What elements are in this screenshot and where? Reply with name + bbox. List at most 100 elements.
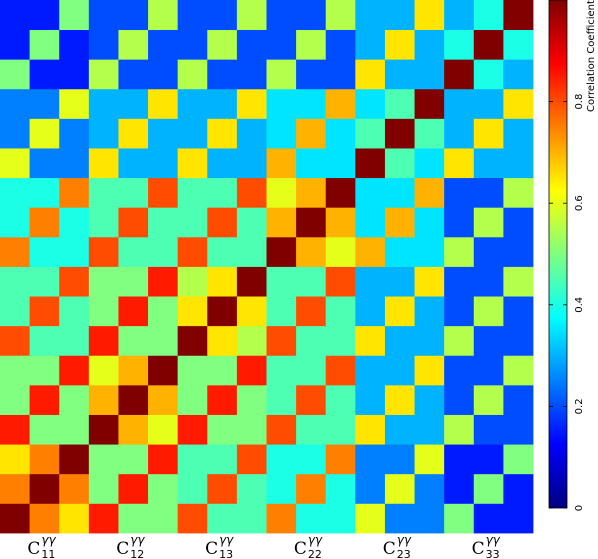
heatmap-cell xyxy=(503,59,534,90)
heatmap-cell xyxy=(148,296,179,327)
heatmap-cell xyxy=(444,177,475,208)
heatmap-cell xyxy=(444,503,475,534)
heatmap-cell xyxy=(296,503,327,534)
heatmap-cell xyxy=(88,444,119,475)
heatmap-cell xyxy=(325,148,356,179)
heatmap-cell xyxy=(177,296,208,327)
heatmap-cell xyxy=(207,503,238,534)
heatmap-cell xyxy=(148,266,179,297)
heatmap-cell xyxy=(207,266,238,297)
heatmap-cell xyxy=(118,473,149,504)
heatmap-cell xyxy=(0,473,31,504)
heatmap-cell xyxy=(266,148,297,179)
heatmap-cell xyxy=(473,355,504,386)
heatmap-cell xyxy=(148,325,179,356)
heatmap-cell xyxy=(148,236,179,267)
heatmap-cell xyxy=(236,444,267,475)
heatmap-cell xyxy=(177,414,208,445)
heatmap-cell xyxy=(236,148,267,179)
heatmap-cell xyxy=(444,59,475,90)
heatmap-cell xyxy=(384,266,415,297)
heatmap-cell xyxy=(384,296,415,327)
heatmap-cell xyxy=(384,325,415,356)
heatmap-cell xyxy=(296,177,327,208)
heatmap-cell xyxy=(325,355,356,386)
heatmap-cell xyxy=(29,325,60,356)
heatmap-cell xyxy=(503,207,534,238)
heatmap-cell xyxy=(236,0,267,31)
heatmap-cell xyxy=(0,444,31,475)
heatmap-cell xyxy=(355,503,386,534)
heatmap-cell xyxy=(0,29,31,60)
heatmap-cell xyxy=(118,59,149,90)
heatmap-cell xyxy=(88,384,119,415)
heatmap-cell xyxy=(88,59,119,90)
heatmap-cell xyxy=(444,207,475,238)
heatmap-cell xyxy=(0,177,31,208)
heatmap-cell xyxy=(473,0,504,31)
heatmap-cell xyxy=(473,59,504,90)
heatmap-cell xyxy=(207,0,238,31)
heatmap-cell xyxy=(503,236,534,267)
heatmap-cell xyxy=(207,236,238,267)
heatmap-cell xyxy=(325,503,356,534)
colorbar-tick-label: 0 xyxy=(574,505,585,511)
heatmap-cell xyxy=(236,177,267,208)
heatmap-cell xyxy=(266,0,297,31)
heatmap-cell xyxy=(503,296,534,327)
heatmap-cell xyxy=(88,207,119,238)
heatmap-cell xyxy=(325,0,356,31)
heatmap-cell xyxy=(207,29,238,60)
heatmap-cell xyxy=(444,29,475,60)
heatmap-cell xyxy=(236,414,267,445)
x-label-sub: 22 xyxy=(308,548,322,559)
heatmap-cell xyxy=(0,355,31,386)
heatmap-cell xyxy=(384,503,415,534)
heatmap-cell xyxy=(0,325,31,356)
heatmap-cell xyxy=(148,355,179,386)
heatmap-cell xyxy=(444,414,475,445)
heatmap-cell xyxy=(29,384,60,415)
heatmap-cell xyxy=(355,207,386,238)
heatmap-cell xyxy=(296,88,327,119)
heatmap-cell xyxy=(414,148,445,179)
x-label-base: C xyxy=(472,539,485,559)
heatmap-cell xyxy=(296,444,327,475)
x-label-base: C xyxy=(294,539,307,559)
heatmap-cell xyxy=(177,148,208,179)
heatmap-cell xyxy=(355,414,386,445)
heatmap-cell xyxy=(414,118,445,149)
heatmap-cell xyxy=(444,118,475,149)
heatmap-cell xyxy=(118,88,149,119)
heatmap-cell xyxy=(473,207,504,238)
heatmap-cell xyxy=(177,29,208,60)
x-label-sup: γγ xyxy=(41,533,56,547)
heatmap-cell xyxy=(236,118,267,149)
heatmap-cell xyxy=(266,384,297,415)
heatmap-cell xyxy=(325,414,356,445)
heatmap-cell xyxy=(207,177,238,208)
colorbar xyxy=(548,0,568,509)
x-label-base: C xyxy=(205,539,218,559)
heatmap-cell xyxy=(503,384,534,415)
heatmap-cell xyxy=(59,503,90,534)
heatmap-cell xyxy=(148,473,179,504)
heatmap-cell xyxy=(148,59,179,90)
heatmap-cell xyxy=(177,355,208,386)
heatmap-cell xyxy=(0,503,31,534)
heatmap-cell xyxy=(59,0,90,31)
x-label-base: C xyxy=(383,539,396,559)
heatmap-cell xyxy=(296,325,327,356)
heatmap-cell xyxy=(118,148,149,179)
x-label-sub: 23 xyxy=(397,548,411,559)
heatmap-cell xyxy=(177,59,208,90)
heatmap-cell xyxy=(296,0,327,31)
heatmap-cell xyxy=(59,207,90,238)
colorbar-tick-label: 0.4 xyxy=(574,297,585,313)
heatmap-cell xyxy=(148,384,179,415)
heatmap-cell xyxy=(503,473,534,504)
heatmap-cell xyxy=(473,444,504,475)
heatmap-cell xyxy=(59,236,90,267)
heatmap-cell xyxy=(355,236,386,267)
heatmap-cell xyxy=(88,266,119,297)
